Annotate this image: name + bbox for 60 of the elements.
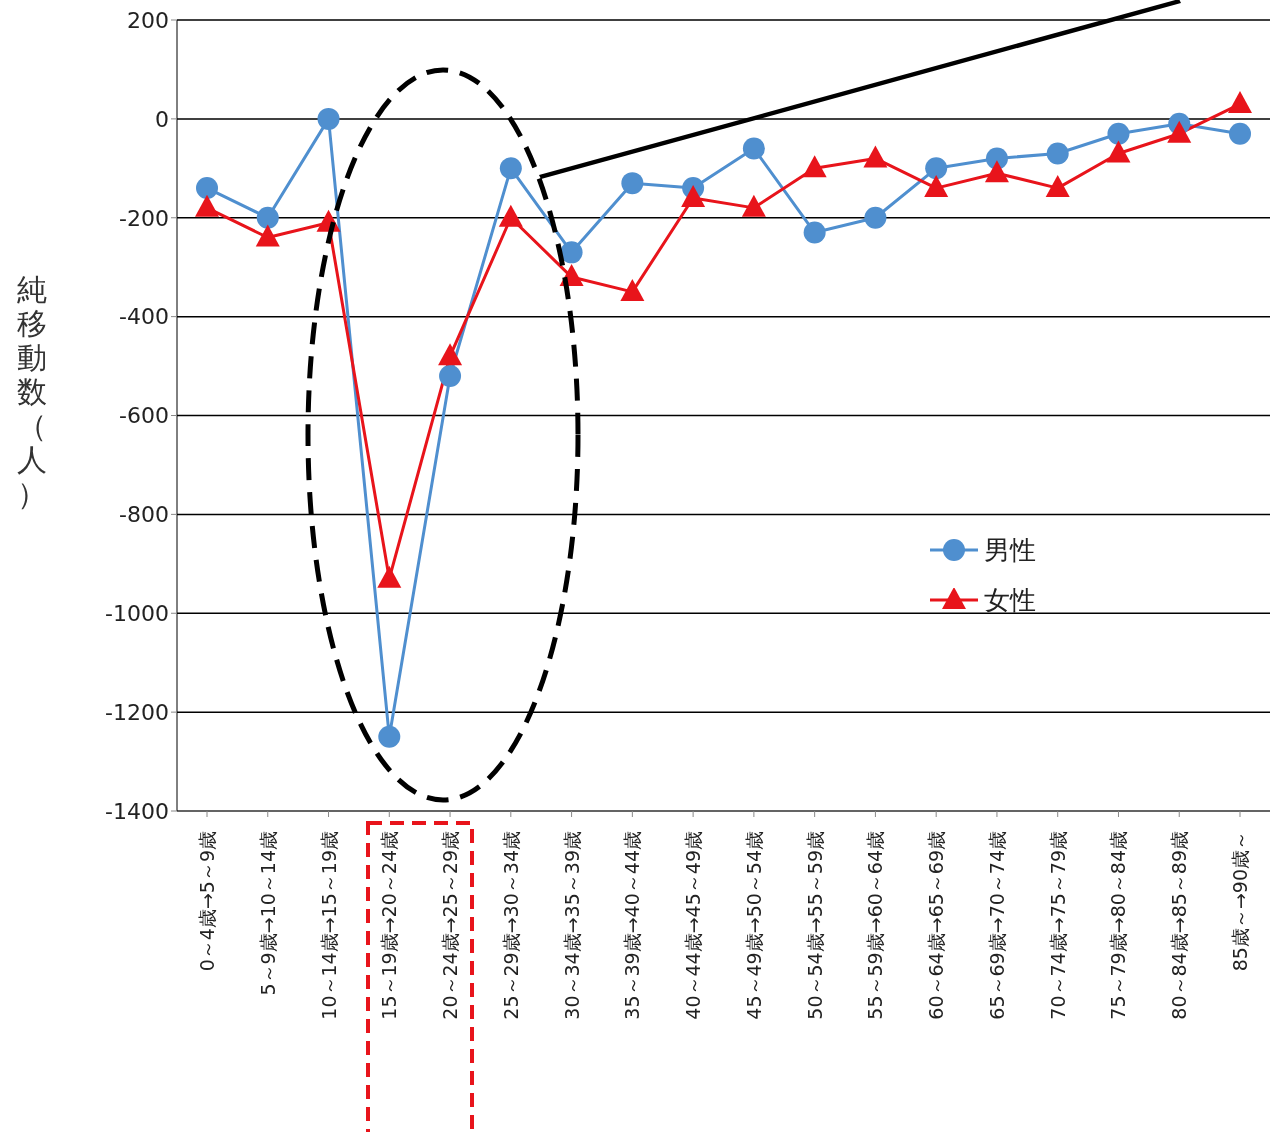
point [802, 155, 827, 178]
point [255, 224, 280, 247]
point [498, 204, 523, 227]
x-tick-label: 25～29歳→30～34歳 [499, 831, 522, 1020]
point [681, 184, 706, 207]
y-tick-label: -1400 [105, 798, 169, 824]
point [803, 221, 826, 244]
x-tick-label: 85歳～→90歳～ [1229, 831, 1251, 972]
point [256, 206, 279, 229]
point [742, 137, 765, 160]
x-tick-label: 60～64歳→65～69歳 [925, 831, 948, 1020]
x-tick-label: 10～14歳→15～19歳 [317, 831, 340, 1020]
point [1106, 140, 1131, 163]
x-tick-label: 45～49歳→50～54歳 [742, 831, 765, 1020]
x-tick-label: 15～19歳→20～24歳 [378, 831, 401, 1020]
x-tick-label: 40～44歳→45～49歳 [682, 831, 705, 1020]
point [439, 364, 462, 387]
legend-label: 女性 [984, 583, 1036, 617]
point [984, 160, 1009, 183]
legend-label: 男性 [984, 533, 1036, 567]
y-tick-label: -1000 [105, 601, 169, 627]
x-tick-label: 5～9歳→10～14歳 [256, 831, 279, 996]
y-tick-label: 200 [127, 7, 169, 33]
x-tick-label: 80～84歳→85～89歳 [1168, 831, 1191, 1020]
x-tick-label: 20～24歳→25～29歳 [439, 831, 462, 1020]
point [377, 565, 402, 588]
point [499, 157, 522, 180]
point [925, 157, 948, 180]
point [1228, 91, 1252, 114]
point [1229, 122, 1251, 145]
point [620, 278, 645, 301]
point [1046, 142, 1069, 165]
y-tick-label: -800 [119, 502, 169, 528]
x-tick-label: 65～69歳→70～74歳 [985, 831, 1008, 1020]
x-tick-label: 75～79歳→80～84歳 [1107, 831, 1130, 1020]
point [863, 145, 888, 168]
x-tick-label: 50～54歳→55～59歳 [803, 831, 826, 1020]
x-tick-label: 70～74歳→75～79歳 [1046, 831, 1069, 1020]
y-axis-title: 純移動数（人） [17, 272, 47, 511]
point [196, 177, 218, 200]
point [1107, 122, 1130, 145]
y-tick-label: -200 [119, 205, 169, 231]
point [438, 343, 463, 366]
y-tick-label: 0 [155, 106, 169, 132]
point [924, 175, 949, 198]
point [1167, 120, 1192, 143]
y-tick-label: -600 [119, 403, 169, 429]
point [741, 194, 766, 217]
y-tick-label: -1200 [105, 699, 169, 725]
point [1045, 175, 1070, 198]
x-tick-label: 0～4歳→5～9歳 [196, 831, 218, 972]
y-tick-label: -400 [119, 304, 169, 330]
x-tick-label: 35～39歳→40～44歳 [621, 831, 644, 1020]
x-tick-label: 55～59歳→60～64歳 [864, 831, 887, 1020]
point [560, 241, 583, 264]
x-tick-label: 30～34歳→35～39歳 [560, 831, 583, 1020]
point [195, 194, 219, 217]
point [317, 107, 340, 130]
point [621, 172, 644, 195]
point [864, 206, 887, 229]
